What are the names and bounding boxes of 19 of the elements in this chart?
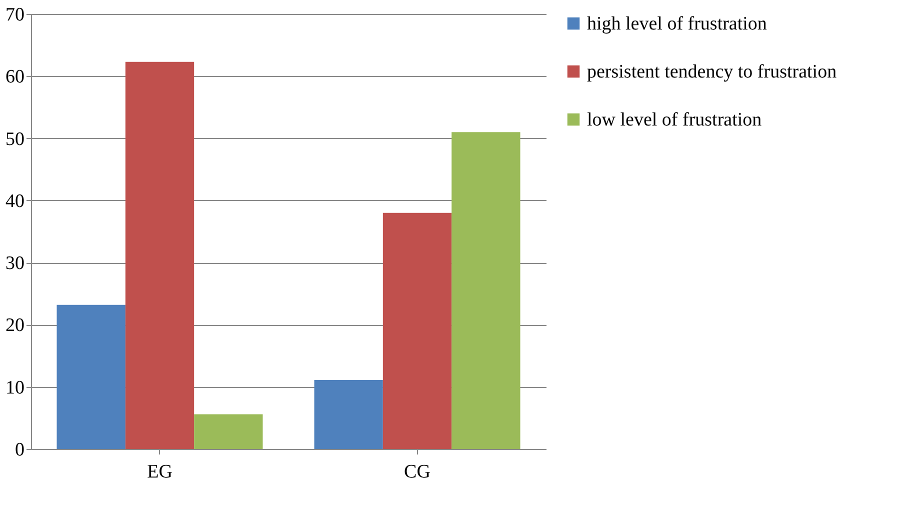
bar <box>382 212 452 449</box>
y-tick-label: 0 <box>15 440 24 460</box>
legend-label: low level of frustration <box>587 110 762 130</box>
bar <box>125 62 194 449</box>
bar <box>56 304 126 449</box>
y-tick-label: 10 <box>6 377 24 398</box>
bar <box>314 380 383 449</box>
y-tick-label: 20 <box>6 315 24 336</box>
bar <box>452 132 520 449</box>
y-tick-label: 40 <box>6 190 24 212</box>
y-tick-label: 60 <box>6 66 24 88</box>
bar <box>194 414 263 449</box>
y-tick-label: 30 <box>6 253 24 274</box>
x-tick-label: CG <box>404 462 431 482</box>
y-tick-label: 70 <box>6 4 24 26</box>
legend-label: persistent tendency to frustration <box>587 62 838 82</box>
y-tick-label: 50 <box>6 128 24 150</box>
legend-label: high level of frustration <box>587 14 768 34</box>
x-tick-label: EG <box>147 462 173 482</box>
